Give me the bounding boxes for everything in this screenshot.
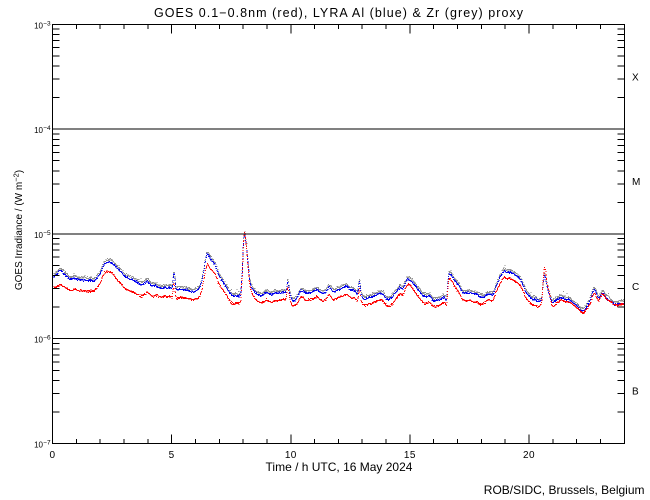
svg-text:20: 20	[523, 450, 535, 461]
svg-text:10: 10	[34, 231, 43, 240]
svg-text:10: 10	[34, 21, 43, 30]
svg-text:10: 10	[285, 450, 297, 461]
svg-text:−6: −6	[43, 335, 51, 342]
svg-text:Time / h UTC, 16 May 2024: Time / h UTC, 16 May 2024	[266, 460, 413, 474]
svg-text:M: M	[632, 177, 640, 188]
svg-text:C: C	[632, 282, 639, 293]
svg-text:ROB/SIDC, Brussels, Belgium: ROB/SIDC, Brussels, Belgium	[484, 483, 645, 497]
svg-text:10: 10	[34, 441, 43, 450]
svg-text:10: 10	[34, 126, 43, 135]
svg-text:GOES Irradiance / (W m−2): GOES Irradiance / (W m−2)	[12, 170, 26, 290]
svg-text:0: 0	[50, 450, 56, 461]
svg-text:10: 10	[34, 336, 43, 345]
svg-text:−5: −5	[43, 230, 51, 237]
svg-text:−7: −7	[43, 440, 51, 447]
svg-text:GOES 0.1−0.8nm (red), LYRA Al: GOES 0.1−0.8nm (red), LYRA Al (blue) & Z…	[154, 6, 524, 20]
svg-text:−3: −3	[43, 20, 51, 27]
svg-text:X: X	[632, 72, 639, 83]
svg-text:−4: −4	[43, 125, 51, 132]
svg-text:5: 5	[169, 450, 175, 461]
svg-text:B: B	[632, 387, 639, 398]
svg-text:15: 15	[404, 450, 416, 461]
